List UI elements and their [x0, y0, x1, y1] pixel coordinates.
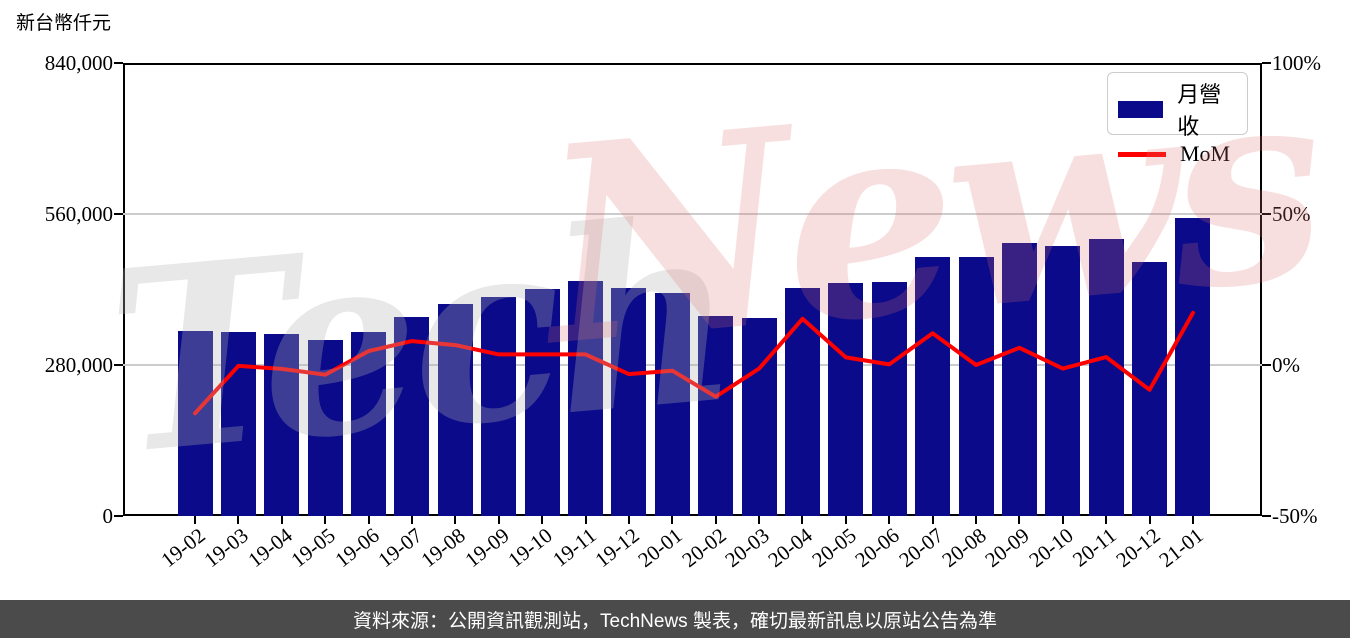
x-tick-mark	[541, 516, 544, 524]
revenue-bar	[958, 257, 994, 516]
y-tick-label-left: 0	[102, 504, 114, 528]
y-tick-mark-left	[114, 364, 123, 366]
legend-item-mom: MoM	[1118, 141, 1237, 167]
revenue-bar	[1088, 238, 1124, 516]
revenue-bar	[654, 292, 690, 516]
y-axis-title: 新台幣仟元	[16, 13, 112, 34]
revenue-bar	[1175, 217, 1211, 516]
revenue-bar	[351, 331, 387, 516]
x-tick-mark	[714, 516, 717, 524]
x-tick-mark	[1061, 516, 1064, 524]
x-tick-mark	[367, 516, 370, 524]
x-tick-mark	[194, 516, 196, 524]
revenue-bar	[828, 282, 864, 516]
gridline	[123, 364, 1262, 366]
revenue-bar-swatch	[1118, 100, 1164, 118]
y-tick-label-left: 840,000	[44, 51, 113, 75]
y-tick-label-right: 50%	[1272, 202, 1311, 226]
y-tick-label-right: 0%	[1272, 353, 1300, 377]
revenue-bar	[871, 282, 907, 516]
x-tick-mark	[1105, 516, 1108, 524]
legend-item-revenue: 月營收	[1118, 77, 1237, 141]
y-tick-label-left: 280,000	[44, 353, 113, 377]
revenue-bar	[611, 288, 647, 516]
x-tick-mark	[324, 516, 327, 524]
x-tick-mark	[975, 516, 978, 524]
y-tick-label-left: 560,000	[44, 202, 113, 226]
plot-border	[123, 63, 1262, 516]
legend-revenue-label: 月營收	[1177, 82, 1222, 139]
x-tick-mark	[1148, 516, 1151, 524]
x-tick-mark	[758, 516, 761, 524]
y-tick-label-right: -50%	[1272, 504, 1318, 528]
revenue-bar	[481, 296, 517, 516]
y-tick-mark-right	[1262, 515, 1271, 517]
revenue-bar	[915, 257, 951, 516]
x-tick-mark	[410, 516, 413, 524]
x-tick-mark	[1191, 516, 1194, 524]
mom-line	[193, 310, 1195, 416]
x-tick-mark	[844, 516, 847, 524]
footer-source-note: 資料來源：公開資訊觀測站，TechNews 製表，確切最新訊息以原站公告為準	[0, 600, 1350, 638]
y-tick-mark-right	[1262, 62, 1271, 64]
x-tick-mark	[1018, 516, 1021, 524]
x-tick-mark	[671, 516, 674, 524]
x-tick-mark	[584, 516, 587, 524]
revenue-bar	[437, 304, 473, 516]
x-tick-mark	[497, 516, 500, 524]
mom-line-layer	[193, 310, 1195, 416]
y-tick-mark-right	[1262, 213, 1271, 215]
legend: 月營收 MoM	[1107, 72, 1248, 166]
revenue-bar	[741, 318, 777, 516]
x-tick-mark	[888, 516, 891, 524]
revenue-bar	[1001, 242, 1037, 516]
x-tick-mark	[931, 516, 934, 524]
revenue-bar	[394, 317, 430, 516]
gridline	[123, 213, 1262, 215]
y-tick-mark-left	[114, 62, 123, 64]
y-tick-label-right: 100%	[1272, 51, 1321, 75]
revenue-bar	[524, 289, 560, 516]
x-tick-mark	[801, 516, 804, 524]
x-tick-mark	[237, 516, 240, 524]
revenue-bar	[220, 331, 256, 516]
x-tick-mark	[454, 516, 457, 524]
legend-mom-label: MoM	[1180, 141, 1231, 166]
footer-text: 資料來源：公開資訊觀測站，TechNews 製表，確切最新訊息以原站公告為準	[353, 610, 997, 632]
y-tick-mark-right	[1262, 364, 1271, 366]
x-tick-mark	[280, 516, 283, 524]
revenue-bar	[1045, 245, 1081, 516]
y-tick-mark-left	[114, 213, 123, 215]
revenue-bar	[784, 288, 820, 516]
revenue-bar	[698, 316, 734, 516]
mom-line-swatch	[1118, 151, 1166, 157]
revenue-bar	[264, 334, 300, 516]
revenue-bar	[568, 281, 603, 516]
y-tick-mark-left	[114, 515, 123, 517]
x-tick-mark	[627, 516, 630, 524]
revenue-bar	[177, 331, 213, 516]
